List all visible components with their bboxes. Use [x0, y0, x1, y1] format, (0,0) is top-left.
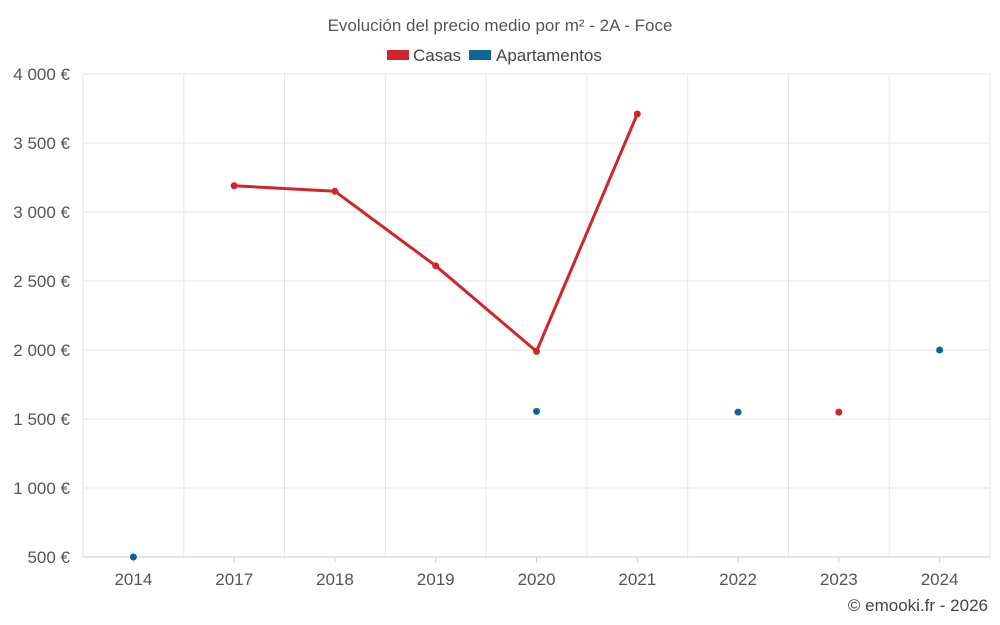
data-point-casas[interactable] [633, 110, 641, 118]
legend-swatch [387, 50, 409, 60]
y-tick-label: 2 000 € [13, 341, 70, 360]
data-point-apartamentos[interactable] [734, 408, 742, 416]
x-tick-label: 2014 [114, 570, 152, 589]
data-point-casas[interactable] [230, 182, 238, 190]
x-tick-label: 2017 [215, 570, 253, 589]
y-tick-label: 1 500 € [13, 410, 70, 429]
legend-item-casas[interactable]: Casas [387, 46, 461, 65]
y-tick-label: 2 500 € [13, 272, 70, 291]
credit-text: © emooki.fr - 2026 [848, 596, 988, 615]
legend-item-apartamentos[interactable]: Apartamentos [469, 46, 602, 65]
legend-label: Apartamentos [496, 46, 602, 65]
data-point-apartamentos[interactable] [129, 553, 137, 561]
data-point-casas[interactable] [533, 347, 540, 355]
legend-swatch [469, 50, 491, 60]
legend: Casas Apartamentos [387, 46, 602, 65]
data-point-apartamentos[interactable] [936, 346, 944, 354]
data-point-casas[interactable] [331, 187, 339, 195]
y-tick-label: 3 500 € [13, 134, 70, 153]
series-casas [230, 110, 843, 416]
x-tick-label: 2024 [921, 570, 959, 589]
data-point-casas[interactable] [835, 408, 843, 416]
x-tick-label: 2022 [719, 570, 757, 589]
series-line-casas [234, 113, 639, 353]
y-tick-label: 3 000 € [13, 203, 70, 222]
x-axis-labels: 2014 2017 2018 2019 2020 2021 2022 2023 2024 [114, 570, 958, 589]
y-tick-label: 1 000 € [13, 479, 70, 498]
chart-title: Evolución del precio medio por m² - 2A -… [328, 16, 673, 35]
x-tick-label: 2018 [316, 570, 354, 589]
grid [82, 73, 991, 563]
x-tick-label: 2020 [518, 570, 556, 589]
legend-label: Casas [413, 46, 461, 65]
x-tick-label: 2021 [618, 570, 656, 589]
y-tick-label: 500 € [27, 548, 70, 567]
x-tick-label: 2023 [820, 570, 858, 589]
y-axis-labels: 500 € 1 000 € 1 500 € 2 000 € 2 500 € 3 000 €… [13, 65, 70, 567]
data-point-apartamentos[interactable] [533, 407, 540, 415]
series-group [129, 110, 944, 561]
y-tick-label: 4 000 € [13, 65, 70, 84]
data-point-casas[interactable] [432, 262, 440, 270]
x-tick-label: 2019 [417, 570, 455, 589]
series-apartamentos [129, 346, 944, 561]
